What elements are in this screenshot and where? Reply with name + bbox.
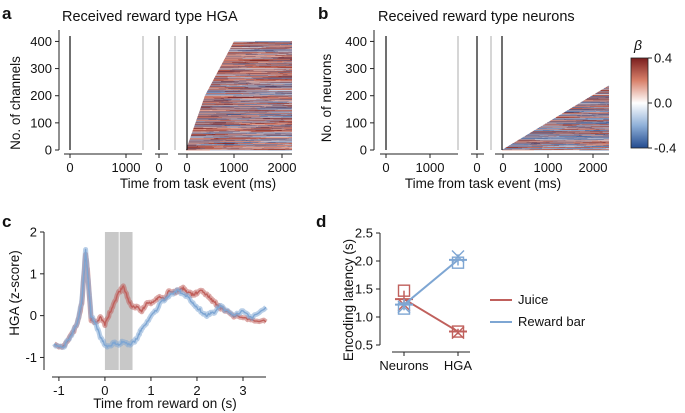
panel-c-xlabel: Time from reward on (s) — [93, 396, 237, 411]
y-tick-label: 400 — [30, 34, 52, 49]
x-tick-label: 0 — [473, 160, 480, 175]
x-tick-label: 0 — [101, 383, 108, 398]
square-marker-reward-bar — [397, 302, 411, 315]
y-tick-label: 2.5 — [355, 226, 373, 241]
x-tick-label: 1000 — [416, 160, 445, 175]
y-tick-label: 100 — [345, 115, 367, 130]
y-tick-label: 0 — [45, 143, 52, 158]
heatmap-cell — [233, 41, 256, 42]
cross-marker-reward-bar — [397, 300, 411, 314]
x-tick-label: Neurons — [379, 358, 429, 373]
colorbar-label: β — [633, 37, 642, 53]
x-tick-label: 2 — [193, 383, 200, 398]
y-tick-label: 2.0 — [355, 254, 373, 269]
colorbar — [630, 57, 649, 149]
square-marker-juice — [451, 325, 465, 338]
panel-c-ylabel: HGA (z-score) — [7, 250, 22, 336]
y-tick-label: 2 — [30, 225, 37, 240]
panel-b-heatmap — [502, 85, 610, 151]
y-tick-label: 300 — [345, 61, 367, 76]
square-marker-juice — [397, 284, 411, 297]
x-tick-label: 1000 — [220, 160, 249, 175]
y-tick-label: 200 — [345, 88, 367, 103]
y-tick-label: 0.5 — [355, 338, 373, 353]
panel-c: c -1 0 1 2 -1 0 1 2 3 HGA (z-score) Time from re… — [2, 212, 268, 411]
panel-letter-c: c — [2, 212, 11, 231]
y-tick-label: 400 — [345, 34, 367, 49]
x-tick-label: -1 — [53, 383, 65, 398]
legend-label-reward-bar: Reward bar — [518, 314, 586, 329]
y-tick-label: 100 — [30, 115, 52, 130]
colorbar-tick-label: 0.0 — [654, 96, 672, 111]
panel-b-title: Received reward type neurons — [378, 9, 575, 25]
panel-letter-d: d — [316, 212, 326, 231]
panel-a-heatmap — [186, 41, 292, 151]
panel-a-ylabel: No. of channels — [8, 56, 23, 150]
x-tick-label: 0 — [155, 160, 162, 175]
shaded-region — [104, 232, 119, 370]
series-line-reward-bar — [53, 248, 267, 348]
panel-b-ylabel: No. of neurons — [319, 53, 334, 142]
heatmap-cell — [232, 61, 259, 63]
x-tick-label: 1000 — [534, 160, 563, 175]
x-tick-label: 1000 — [112, 160, 141, 175]
colorbar-ticks: 0.4 0.0 -0.4 — [648, 51, 676, 156]
cross-marker-juice — [451, 326, 465, 340]
y-tick-label: 1.0 — [355, 310, 373, 325]
panel-letter-b: b — [318, 4, 328, 23]
panel-b-xlabel: Time from task event (ms) — [405, 176, 561, 191]
panel-b: b Received reward type neurons 0 100 200 30… — [318, 4, 676, 191]
x-tick-label: HGA — [444, 358, 473, 373]
y-tick-label: 0 — [30, 308, 37, 323]
y-tick-label: 300 — [30, 61, 52, 76]
legend: Juice Reward bar — [490, 292, 586, 329]
x-tick-label: 2000 — [268, 160, 297, 175]
panel-d-ylabel: Encoding latency (s) — [341, 239, 356, 361]
panel-a-title: Received reward type HGA — [62, 9, 238, 25]
panel-a: a Received reward type HGA 0 100 200 300 400… — [2, 4, 296, 191]
x-tick-label: 0 — [382, 160, 389, 175]
y-tick-label: -1 — [25, 350, 37, 365]
x-tick-label: 0 — [499, 160, 506, 175]
heatmap-cell — [255, 41, 291, 42]
panel-d-plot: 0.5 1.0 1.5 2.0 2.5 Neurons HGA — [355, 226, 472, 374]
x-tick-label: 0 — [66, 160, 73, 175]
panel-letter-a: a — [2, 4, 12, 23]
colorbar-tick-label: -0.4 — [654, 141, 676, 156]
panel-d: d 0.5 1.0 1.5 2.0 2.5 Neurons HGA Encoding lat… — [316, 212, 586, 373]
colorbar-tick-label: 0.4 — [654, 51, 672, 66]
x-tick-label: 2000 — [579, 160, 608, 175]
x-tick-label: 1 — [147, 383, 154, 398]
x-tick-label: 3 — [239, 383, 246, 398]
cross-marker-reward-bar — [451, 250, 465, 264]
heatmap-cell — [290, 41, 292, 42]
y-tick-label: 1 — [30, 266, 37, 281]
y-tick-label: 1.5 — [355, 282, 373, 297]
legend-label-juice: Juice — [518, 292, 548, 307]
y-tick-label: 200 — [30, 88, 52, 103]
panel-a-xlabel: Time from task event (ms) — [120, 176, 276, 191]
mean-line-reward-bar — [403, 259, 459, 306]
y-tick-label: 0 — [360, 143, 367, 158]
x-tick-label: 0 — [183, 160, 190, 175]
panel-c-plot: -1 0 1 2 -1 0 1 2 3 — [25, 225, 268, 398]
